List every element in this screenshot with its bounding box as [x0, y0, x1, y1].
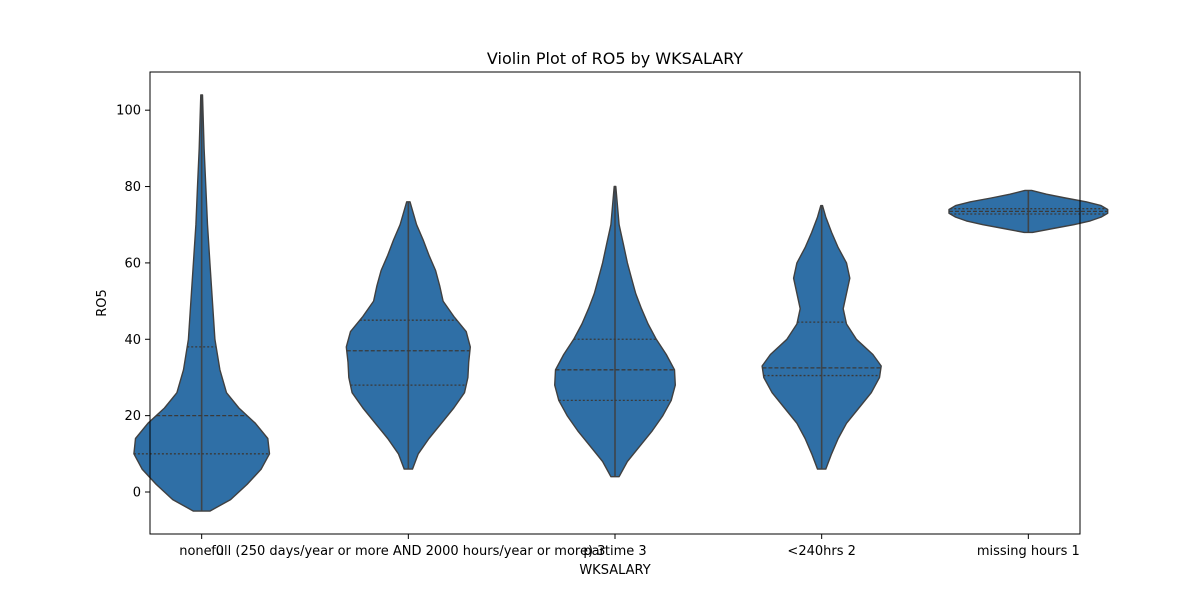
y-tick-label: 40 [124, 333, 141, 348]
y-tick-label: 0 [133, 486, 141, 501]
x-tick-label: full (250 days/year or more AND 2000 hou… [211, 544, 605, 559]
x-tick-label: <240hrs 2 [787, 544, 855, 559]
x-tick-label: missing hours 1 [977, 544, 1080, 559]
y-tick-label: 100 [116, 104, 141, 119]
y-axis: 0 20 40 60 80 100 [116, 104, 150, 501]
y-tick-label: 80 [124, 180, 141, 195]
x-axis-label: WKSALARY [579, 563, 650, 578]
y-axis-label: RO5 [95, 289, 110, 317]
y-tick-label: 60 [124, 256, 141, 271]
plot-area [133, 94, 1109, 512]
x-tick-label: partime 3 [583, 544, 646, 559]
x-tick-label: none 0 [179, 544, 224, 559]
chart-title: Violin Plot of RO5 by WKSALARY [487, 49, 743, 68]
y-tick-label: 20 [124, 409, 141, 424]
